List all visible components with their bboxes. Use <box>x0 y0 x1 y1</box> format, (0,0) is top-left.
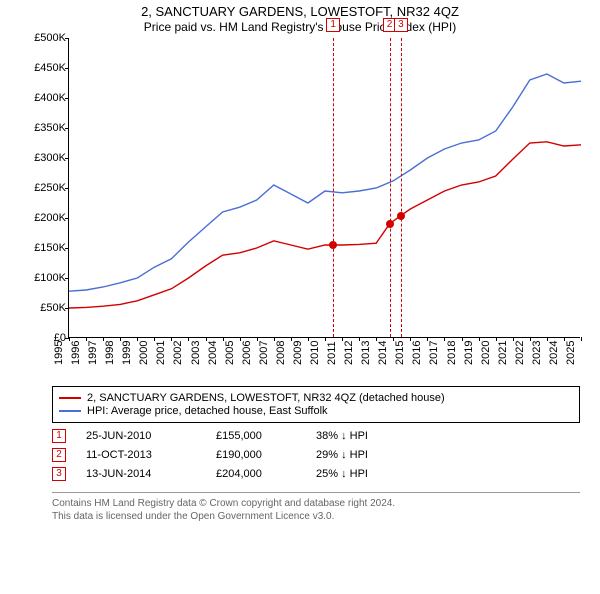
marker-row-price: £190,000 <box>216 449 296 461</box>
marker-row-delta: 29% ↓ HPI <box>316 449 368 461</box>
x-tick-label: 2021 <box>496 341 508 365</box>
marker-row-delta: 25% ↓ HPI <box>316 468 368 480</box>
marker-badge: 1 <box>326 18 340 32</box>
y-tick-mark <box>65 98 69 99</box>
y-tick-label: £400K <box>34 92 66 104</box>
x-tick-label: 2024 <box>548 341 560 365</box>
marker-row: 1 25-JUN-2010 £155,000 38% ↓ HPI <box>52 429 580 443</box>
marker-line <box>401 38 402 337</box>
y-tick-mark <box>65 308 69 309</box>
marker-row-date: 13-JUN-2014 <box>86 468 196 480</box>
footer: Contains HM Land Registry data © Crown c… <box>52 497 580 523</box>
marker-row-badge: 1 <box>52 429 66 443</box>
x-tick-label: 1996 <box>70 341 82 365</box>
series-hpi <box>69 74 581 291</box>
y-tick-label: £350K <box>34 122 66 134</box>
x-tick-mark <box>581 337 582 341</box>
marker-line <box>333 38 334 337</box>
x-tick-label: 2006 <box>240 341 252 365</box>
marker-dot <box>329 241 337 249</box>
x-tick-label: 2015 <box>394 341 406 365</box>
y-tick-label: £200K <box>34 212 66 224</box>
x-tick-label: 1995 <box>53 341 65 365</box>
marker-row-date: 25-JUN-2010 <box>86 430 196 442</box>
y-tick-mark <box>65 158 69 159</box>
marker-row-delta: 38% ↓ HPI <box>316 430 368 442</box>
legend-swatch <box>59 410 81 412</box>
chart-lines <box>69 38 581 338</box>
x-tick-label: 2009 <box>292 341 304 365</box>
x-tick-label: 2005 <box>223 341 235 365</box>
y-tick-label: £50K <box>40 302 66 314</box>
legend-label: HPI: Average price, detached house, East… <box>87 405 328 417</box>
marker-row-price: £204,000 <box>216 468 296 480</box>
y-tick-mark <box>65 128 69 129</box>
y-tick-label: £250K <box>34 182 66 194</box>
x-tick-label: 2020 <box>479 341 491 365</box>
y-tick-mark <box>65 38 69 39</box>
x-tick-label: 2022 <box>514 341 526 365</box>
y-tick-label: £100K <box>34 272 66 284</box>
x-tick-label: 2000 <box>138 341 150 365</box>
x-tick-label: 2002 <box>172 341 184 365</box>
x-tick-label: 1997 <box>87 341 99 365</box>
x-tick-label: 2014 <box>377 341 389 365</box>
y-tick-mark <box>65 278 69 279</box>
x-tick-label: 2019 <box>462 341 474 365</box>
y-tick-mark <box>65 188 69 189</box>
y-tick-mark <box>65 68 69 69</box>
marker-row-price: £155,000 <box>216 430 296 442</box>
x-tick-label: 2003 <box>189 341 201 365</box>
marker-list: 1 25-JUN-2010 £155,000 38% ↓ HPI 2 11-OCT-201… <box>52 429 580 493</box>
plot-area: 1995199619971998199920002001200220032004… <box>68 38 580 338</box>
marker-row: 3 13-JUN-2014 £204,000 25% ↓ HPI <box>52 467 580 481</box>
x-tick-label: 2023 <box>531 341 543 365</box>
y-tick-label: £500K <box>34 32 66 44</box>
legend-label: 2, SANCTUARY GARDENS, LOWESTOFT, NR32 4Q… <box>87 392 445 404</box>
marker-dot <box>386 220 394 228</box>
legend-item: 2, SANCTUARY GARDENS, LOWESTOFT, NR32 4Q… <box>59 392 573 404</box>
marker-dot <box>397 212 405 220</box>
marker-row-badge: 3 <box>52 467 66 481</box>
x-tick-label: 2004 <box>206 341 218 365</box>
series-property <box>69 142 581 308</box>
x-tick-label: 2025 <box>565 341 577 365</box>
y-tick-mark <box>65 218 69 219</box>
x-tick-label: 2017 <box>428 341 440 365</box>
chart: £0£50K£100K£150K£200K£250K£300K£350K£400… <box>20 38 580 378</box>
marker-badge: 3 <box>394 18 408 32</box>
x-tick-label: 2018 <box>445 341 457 365</box>
marker-line <box>390 38 391 337</box>
y-tick-label: £450K <box>34 62 66 74</box>
y-tick-label: £150K <box>34 242 66 254</box>
marker-row-badge: 2 <box>52 448 66 462</box>
page-title: 2, SANCTUARY GARDENS, LOWESTOFT, NR32 4Q… <box>0 4 600 19</box>
marker-row-date: 11-OCT-2013 <box>86 449 196 461</box>
x-tick-label: 2016 <box>411 341 423 365</box>
x-tick-label: 2008 <box>275 341 287 365</box>
legend: 2, SANCTUARY GARDENS, LOWESTOFT, NR32 4Q… <box>52 386 580 423</box>
footer-line: Contains HM Land Registry data © Crown c… <box>52 497 580 510</box>
x-tick-label: 1999 <box>121 341 133 365</box>
x-tick-label: 2010 <box>309 341 321 365</box>
page-subtitle: Price paid vs. HM Land Registry's House … <box>0 20 600 34</box>
marker-row: 2 11-OCT-2013 £190,000 29% ↓ HPI <box>52 448 580 462</box>
x-tick-label: 2013 <box>360 341 372 365</box>
legend-item: HPI: Average price, detached house, East… <box>59 405 573 417</box>
x-tick-label: 1998 <box>104 341 116 365</box>
y-axis: £0£50K£100K£150K£200K£250K£300K£350K£400… <box>20 38 68 338</box>
x-tick-label: 2011 <box>326 341 338 365</box>
legend-swatch <box>59 397 81 399</box>
x-tick-label: 2012 <box>343 341 355 365</box>
y-tick-label: £300K <box>34 152 66 164</box>
x-tick-label: 2007 <box>258 341 270 365</box>
footer-line: This data is licensed under the Open Gov… <box>52 510 580 523</box>
x-tick-label: 2001 <box>155 341 167 365</box>
y-tick-mark <box>65 248 69 249</box>
